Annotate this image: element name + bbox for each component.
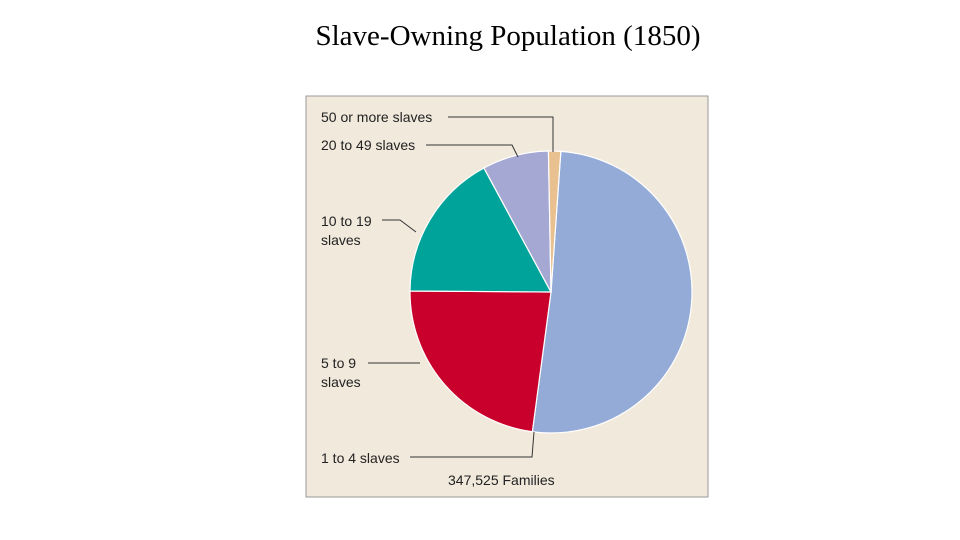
slice-label: 5 to 9 slaves [321,355,361,390]
leader-line [426,144,519,158]
pie-slice [409,167,553,293]
leader-line [382,219,417,233]
pie-slice [531,150,693,434]
note: 347,525 Families [448,472,555,488]
leader-line [448,116,554,152]
pie-slice [409,290,552,433]
slice-label: 20 to 49 slaves [321,137,416,153]
chart-title: Slave-Owning Population (1850) [315,20,701,52]
slice-label: 1 to 4 slaves [321,450,400,466]
pie-slice [547,150,562,293]
slice-label: 50 or more slaves [321,109,433,125]
slice-label: 10 to 19 slaves [321,213,372,248]
leader-line [410,431,535,458]
